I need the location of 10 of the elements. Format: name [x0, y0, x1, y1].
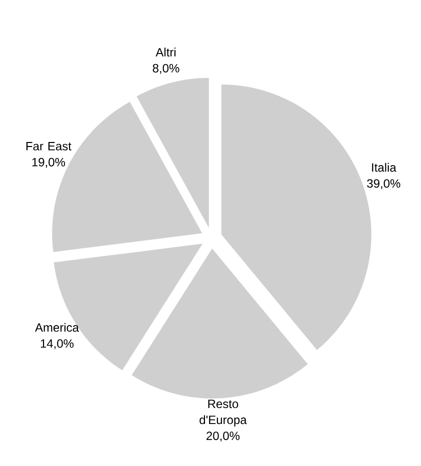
slice-label: Italia: [372, 162, 396, 172]
slice-label: Resto d'Europa: [199, 400, 247, 426]
slice-label: Altri: [155, 48, 176, 56]
data-label: 8,0%: [152, 64, 180, 74]
data-label: 19,0%: [32, 158, 65, 168]
slice-label: Far East: [26, 142, 72, 150]
data-label: 39,0%: [366, 179, 400, 190]
slice-label: America: [34, 322, 79, 332]
data-label: 14,0%: [40, 339, 74, 350]
data-label: 20,0%: [206, 432, 240, 442]
